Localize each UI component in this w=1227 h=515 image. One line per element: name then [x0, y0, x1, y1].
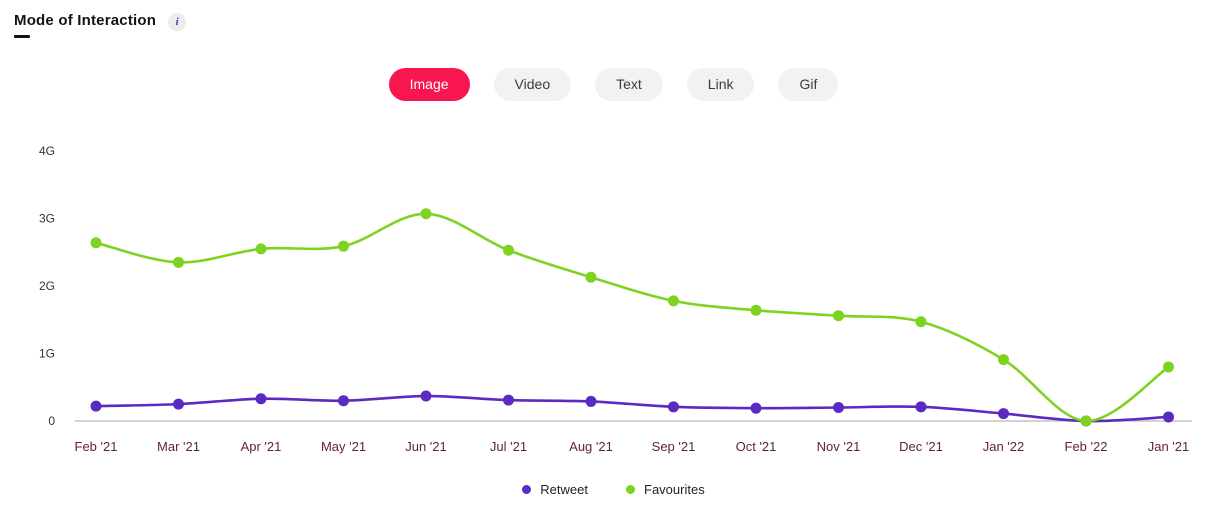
interaction-type-tabs: Image Video Text Link Gif — [0, 68, 1227, 102]
info-icon[interactable]: i — [168, 13, 187, 31]
svg-text:0: 0 — [48, 414, 55, 428]
svg-text:Jan '22: Jan '22 — [983, 439, 1025, 454]
chart-legend: Retweet Favourites — [0, 482, 1227, 497]
svg-text:Jun '21: Jun '21 — [405, 439, 447, 454]
svg-text:Aug '21: Aug '21 — [569, 439, 613, 454]
retweet-legend-dot — [522, 485, 532, 494]
tab-link[interactable]: Link — [686, 68, 755, 102]
svg-text:Nov '21: Nov '21 — [817, 439, 861, 454]
legend-item-retweet[interactable]: Retweet — [522, 482, 588, 497]
legend-item-favourites[interactable]: Favourites — [626, 482, 705, 497]
tab-gif[interactable]: Gif — [778, 68, 839, 102]
tab-text[interactable]: Text — [595, 68, 663, 102]
svg-text:Feb '21: Feb '21 — [75, 439, 118, 454]
svg-text:May '21: May '21 — [321, 439, 366, 454]
tab-video[interactable]: Video — [493, 68, 572, 102]
interaction-line-chart[interactable]: 0 1G 2G 3G 4G Feb '21 Mar '21 Apr '21 May '21 Jun… — [0, 120, 1227, 470]
title-underline — [14, 35, 30, 38]
tab-image[interactable]: Image — [388, 68, 470, 102]
svg-text:Mar '21: Mar '21 — [157, 439, 200, 454]
svg-text:3G: 3G — [39, 212, 55, 226]
svg-text:Jul '21: Jul '21 — [490, 439, 527, 454]
page-title: Mode of Interaction — [14, 12, 157, 29]
svg-text:Sep '21: Sep '21 — [652, 439, 696, 454]
svg-text:Jan '21: Jan '21 — [1148, 439, 1190, 454]
svg-text:1G: 1G — [39, 347, 55, 361]
svg-text:2G: 2G — [39, 279, 55, 293]
svg-text:Apr '21: Apr '21 — [241, 439, 282, 454]
retweet-legend-label: Retweet — [540, 482, 588, 497]
svg-text:Oct '21: Oct '21 — [736, 439, 777, 454]
favourites-legend-dot — [626, 485, 635, 494]
panel-header: Mode of Interaction i — [14, 12, 187, 38]
svg-text:Feb '22: Feb '22 — [1065, 439, 1108, 454]
svg-text:4G: 4G — [39, 144, 55, 158]
svg-text:Dec '21: Dec '21 — [899, 439, 943, 454]
favourites-legend-label: Favourites — [644, 482, 705, 497]
